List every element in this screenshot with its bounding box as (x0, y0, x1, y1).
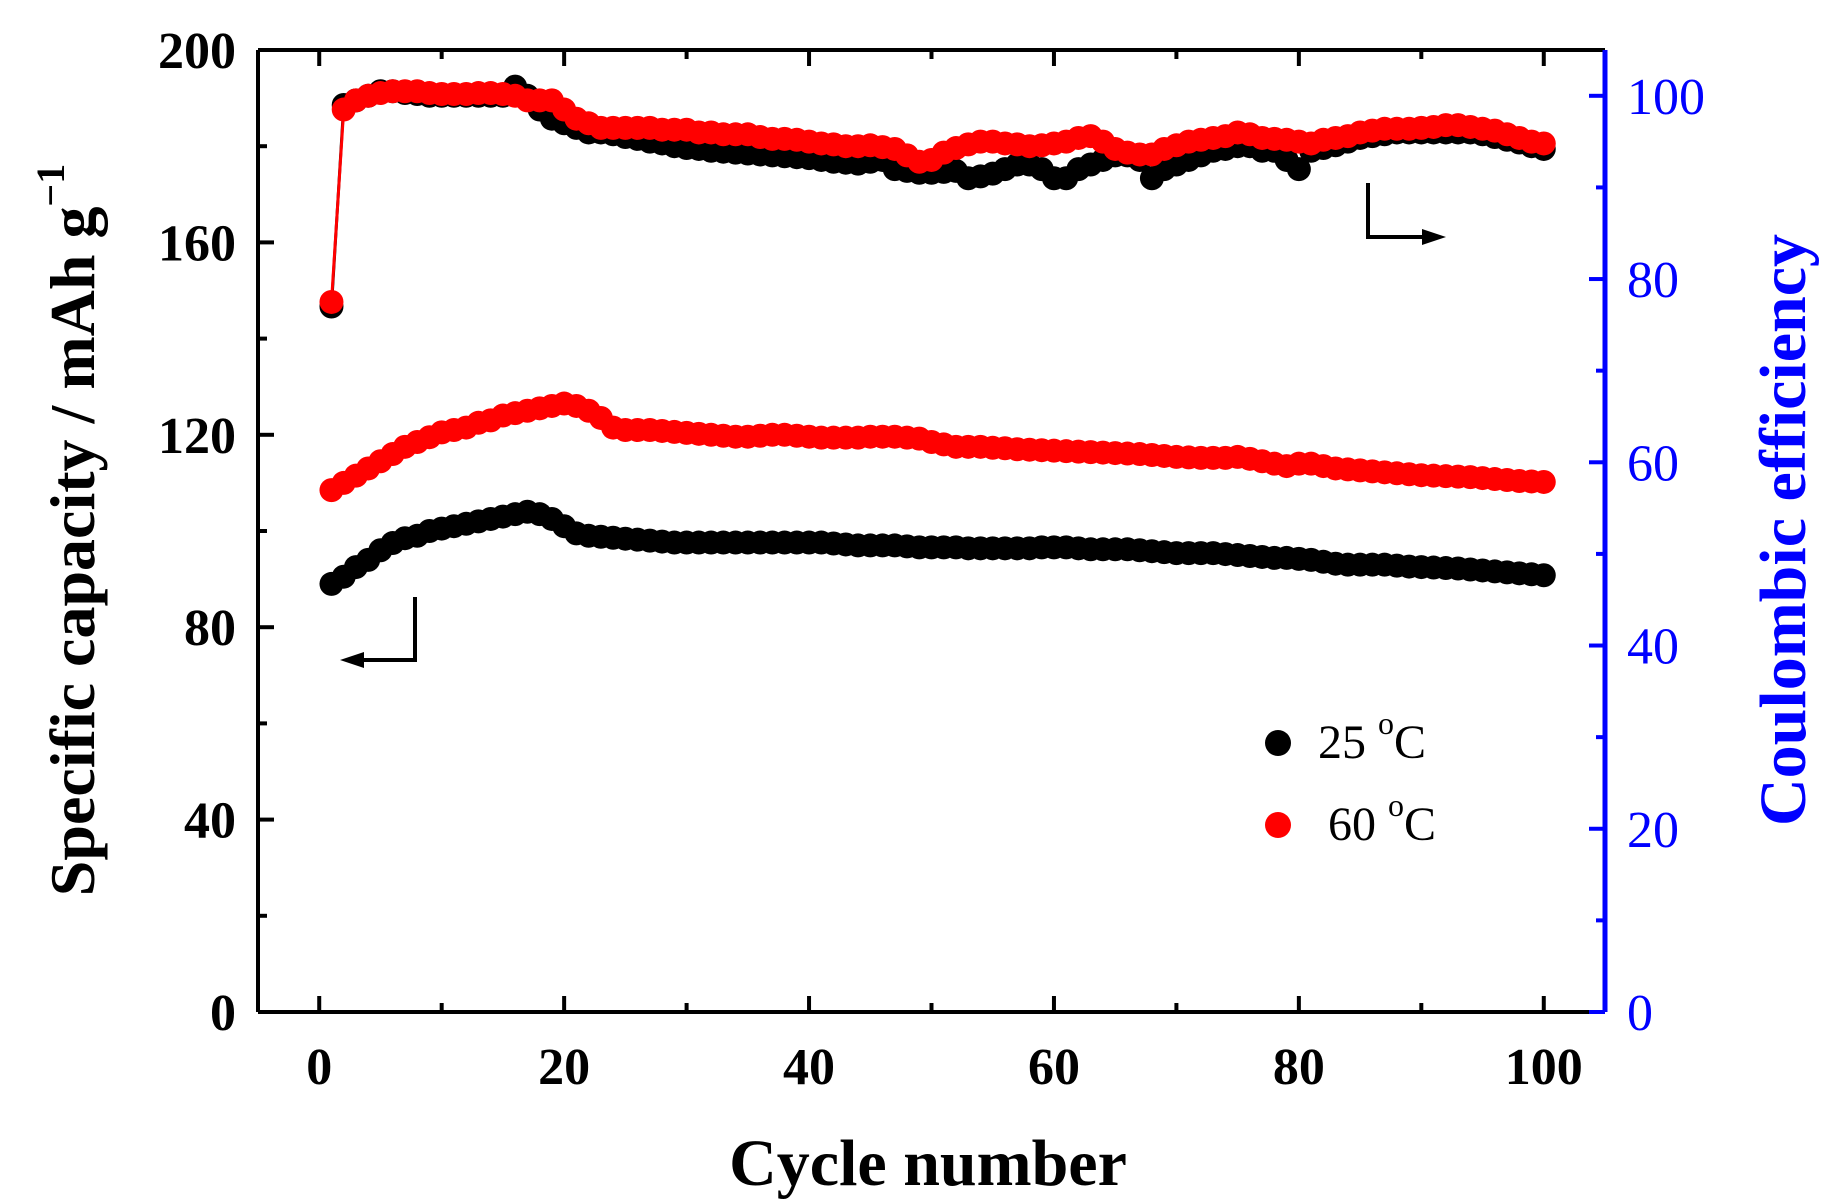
left-y-tick-label: 40 (184, 793, 236, 850)
series-25-c-capacity (319, 499, 1556, 596)
right-y-tick-label: 40 (1627, 619, 1679, 676)
left-y-axis-title: Specific capacity / mAh g−1 (28, 164, 108, 896)
right-axis-arrow (1366, 183, 1432, 239)
x-tick-label: 20 (538, 1039, 590, 1096)
series-line (329, 84, 1545, 307)
left-y-tick-label: 0 (210, 985, 236, 1042)
left-y-axis-title-superscript: −1 (28, 164, 73, 207)
right-y-axis-title: Coulombic efficiency (1747, 234, 1820, 826)
data-point (319, 289, 344, 314)
legend-label-60c: 60 oC (1328, 787, 1436, 851)
x-tick-label: 0 (306, 1039, 332, 1096)
left-axis-arrow (352, 597, 417, 662)
legend-marker-60c (1265, 812, 1291, 838)
series-60-c-efficiency (319, 79, 1556, 314)
left-y-tick-label: 120 (158, 408, 236, 465)
x-axis-title: Cycle number (729, 1127, 1127, 1200)
left-axis-arrow-head (340, 652, 364, 668)
x-tick-label: 80 (1273, 1039, 1325, 1096)
right-axis-arrow-head (1422, 229, 1446, 245)
data-marks (319, 74, 1556, 596)
axis-labels: Cycle number Specific capacity / mAh g−1… (28, 164, 1820, 1200)
right-y-tick-label: 100 (1627, 69, 1705, 126)
x-tick-label: 100 (1505, 1039, 1583, 1096)
left-y-axis-title-main: Specific capacity / mAh g (37, 207, 108, 897)
data-point (1531, 131, 1556, 156)
right-y-tick-label: 80 (1627, 252, 1679, 309)
left-y-tick-label: 80 (184, 600, 236, 657)
legend: 25 oC 60 oC (1265, 705, 1436, 851)
right-y-tick-label: 0 (1627, 985, 1653, 1042)
data-point (1531, 469, 1556, 494)
data-point (1531, 563, 1556, 588)
data-point (1286, 157, 1311, 182)
axis-indicator-arrows (340, 183, 1446, 668)
x-tick-label: 40 (783, 1039, 835, 1096)
right-y-tick-label: 20 (1627, 802, 1679, 859)
series-25-c-efficiency (319, 74, 1556, 319)
series-60-c-capacity (319, 391, 1556, 503)
left-y-tick-label: 160 (158, 215, 236, 272)
axes: 0 20 40 60 80 100 0 40 80 120 160 200 0 20 40 60 80 100 (158, 23, 1705, 1096)
left-y-tick-label: 200 (158, 23, 236, 80)
legend-label-25c: 25 oC (1318, 705, 1426, 769)
legend-marker-25c (1265, 730, 1291, 756)
right-y-tick-label: 60 (1627, 435, 1679, 492)
x-tick-label: 60 (1028, 1039, 1080, 1096)
